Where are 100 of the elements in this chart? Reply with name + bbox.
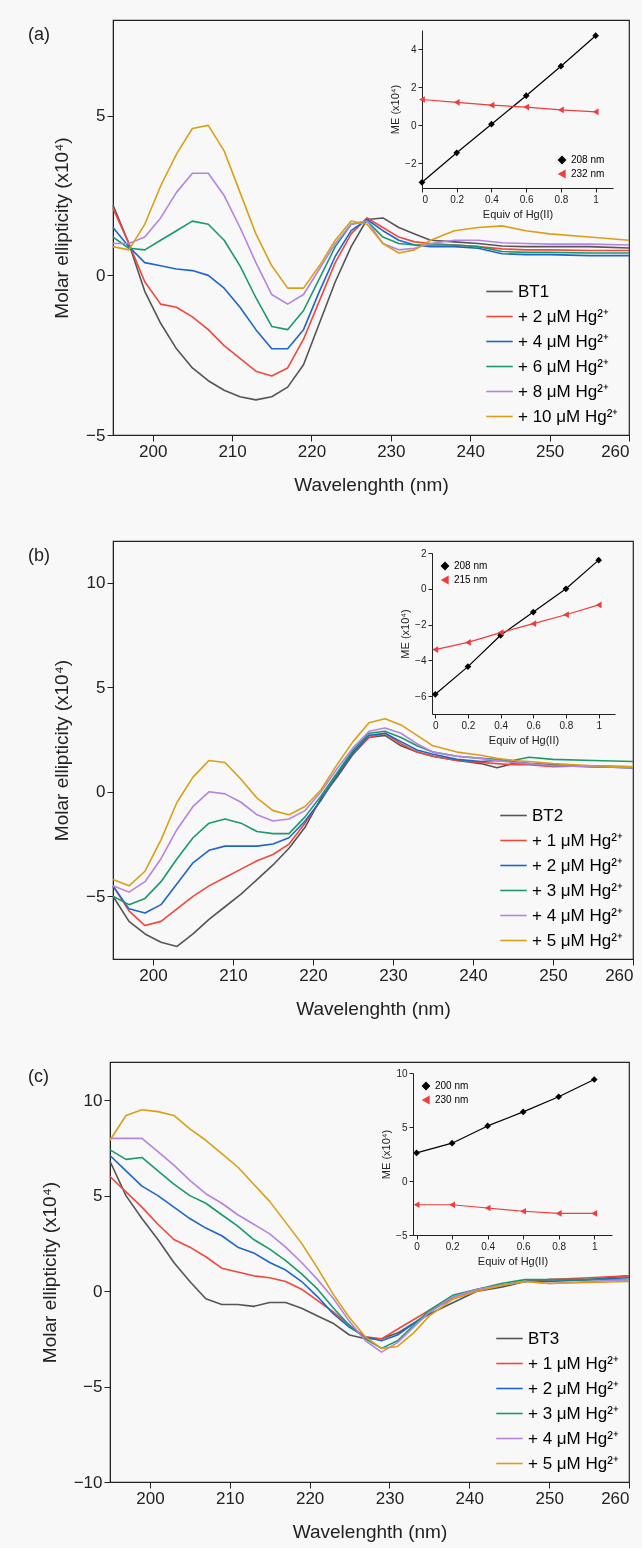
x-tick-label: 250 [539,965,568,985]
y-tick-label: 0 [96,782,106,802]
x-axis-title: Equiv of Hg(II) [477,1254,549,1267]
point [595,601,602,609]
x-tick-label: 220 [297,441,327,461]
x-tick-label: 1 [591,1240,598,1252]
x-axis-title: Wavelenghth (nm) [292,1520,448,1542]
point [431,690,439,698]
line-series [112,218,630,350]
x-tick-label: 0.2 [461,719,476,731]
legend-label: 232 nm [571,168,605,179]
x-axis-title: Wavelenghth (nm) [296,997,451,1019]
point [530,620,537,628]
y-tick-label: −5 [396,1229,408,1241]
legend-label: + 5 μM Hg²⁺ [528,1453,619,1473]
x-tick-label: 0.4 [494,719,509,731]
y-tick-label: 10 [396,1067,408,1079]
y-tick-label: 0 [96,265,106,285]
x-tick-label: 230 [379,965,408,985]
point [432,646,439,653]
legend-label: + 6 μM Hg²⁺ [518,356,609,376]
legend-label: + 4 μM Hg²⁺ [532,905,623,925]
point [591,1210,598,1217]
legend-label: + 4 μM Hg²⁺ [528,1428,619,1448]
legend-label: 200 nm [435,1080,469,1091]
legend-label: + 4 μM Hg²⁺ [518,331,609,351]
point [562,585,570,593]
point [563,611,569,619]
legend-label: 208 nm [571,154,605,165]
point [448,1139,456,1147]
x-tick-label: 210 [216,1488,245,1508]
y-tick-label: −2 [405,157,417,169]
legend-label: + 5 μM Hg²⁺ [532,930,623,950]
y-tick-label: −5 [83,1377,103,1397]
chart-title: (c) [28,1066,49,1086]
point [419,96,425,103]
point [453,149,461,157]
legend-label: + 10 μM Hg²⁺ [518,406,619,426]
x-axis-title: Equiv of Hg(II) [482,207,554,220]
point [484,1204,491,1212]
x-tick-label: 200 [139,965,168,985]
x-tick-label: 250 [535,441,565,461]
x-tick-label: 260 [601,441,630,461]
point [595,556,603,564]
point [555,1210,562,1217]
legend-label: BT1 [518,281,550,301]
legend-label: + 3 μM Hg²⁺ [528,1403,619,1423]
legend-label: + 2 μM Hg²⁺ [518,306,609,326]
y-tick-label: 4 [410,43,417,55]
x-tick-label: 0.8 [552,1240,567,1252]
y-tick-label: 5 [401,1121,408,1133]
y-tick-label: 5 [96,677,106,697]
legend-label: BT2 [532,805,564,825]
legend-label: BT3 [528,1328,560,1348]
x-tick-label: 240 [455,1488,484,1508]
legend-label: 208 nm [454,560,488,571]
y-tick-label: 10 [86,573,106,593]
x-tick-label: 210 [219,965,248,985]
y-tick-label: 5 [93,1186,103,1206]
x-tick-label: 1 [596,719,603,731]
y-tick-label: 2 [410,81,417,93]
x-tick-label: 0.6 [526,719,542,731]
line-series [112,220,630,331]
point [519,1108,527,1116]
y-axis-title: ME (x10⁴) [380,1129,393,1180]
legend-label: + 2 μM Hg²⁺ [532,855,623,875]
x-axis-title: Equiv of Hg(II) [488,733,560,746]
x-tick-label: 0.8 [559,719,574,731]
y-tick-label: −4 [415,654,427,666]
point [520,1207,527,1215]
point [529,608,537,616]
x-tick-label: 0.6 [516,1240,532,1252]
x-tick-label: 260 [601,1488,630,1508]
x-tick-label: 200 [136,1488,165,1508]
x-tick-label: 0.8 [554,193,569,205]
legend-label: 215 nm [454,574,488,585]
y-tick-label: 0 [401,1175,408,1187]
point [418,178,426,186]
y-tick-label: 2 [420,547,427,559]
point [522,92,530,100]
y-tick-label: −5 [86,886,106,906]
x-tick-label: 200 [139,441,168,461]
point [523,103,530,111]
y-tick-label: 5 [96,106,106,126]
chart-title: (b) [28,545,50,565]
y-tick-label: −6 [415,690,427,702]
x-tick-label: 210 [218,441,247,461]
y-tick-label: −10 [73,1472,103,1492]
point [558,106,564,114]
y-tick-label: −5 [86,425,106,445]
x-tick-label: 220 [299,965,328,985]
y-axis-title: ME (x10⁴) [399,609,412,659]
y-tick-label: 0 [410,119,417,131]
y-tick-label: 0 [420,583,427,595]
x-tick-label: 260 [605,965,634,985]
x-tick-label: 220 [295,1488,325,1508]
point [592,32,599,40]
x-tick-label: 240 [459,965,488,985]
point [592,108,599,116]
legend-label: + 3 μM Hg²⁺ [532,880,623,900]
